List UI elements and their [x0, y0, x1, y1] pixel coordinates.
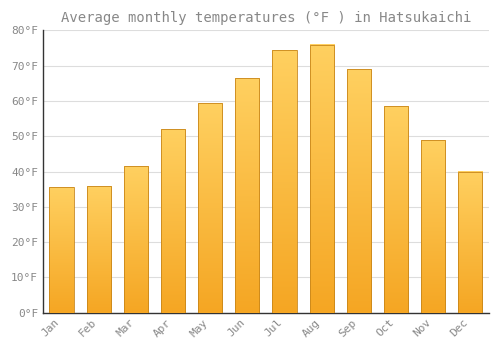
Bar: [161, 129, 185, 313]
Bar: [236, 78, 260, 313]
Bar: [50, 187, 74, 313]
Bar: [458, 172, 482, 313]
Bar: [124, 166, 148, 313]
Bar: [198, 103, 222, 313]
Bar: [272, 50, 296, 313]
Bar: [310, 44, 334, 313]
Title: Average monthly temperatures (°F ) in Hatsukaichi: Average monthly temperatures (°F ) in Ha…: [60, 11, 471, 25]
Bar: [384, 106, 408, 313]
Bar: [86, 186, 111, 313]
Bar: [421, 140, 445, 313]
Bar: [347, 69, 371, 313]
